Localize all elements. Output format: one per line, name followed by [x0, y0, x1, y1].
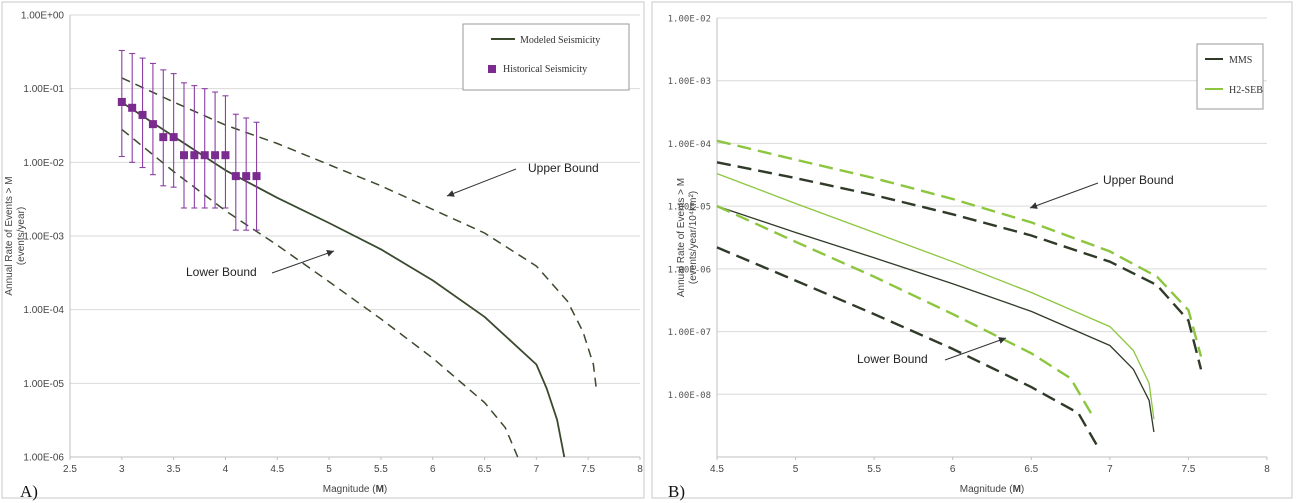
x-tick-label: 2.5	[63, 464, 77, 475]
x-tick-label: 7.5	[581, 464, 595, 475]
x-tick-label: 8	[637, 464, 643, 475]
y-tick-label: 1.00E-03	[23, 232, 64, 243]
y-axis-label-units: (events/year/10⁴km²)	[688, 191, 699, 284]
data-point	[221, 151, 230, 160]
x-axis-label-suffix: )	[384, 484, 387, 495]
y-tick-label: 1.00E-01	[23, 84, 64, 95]
panel-label: B)	[668, 482, 685, 501]
y-tick-label: 1.00E-03	[668, 77, 711, 87]
x-tick-label: 4	[223, 464, 229, 475]
legend-box	[462, 23, 630, 91]
bound-line	[121, 128, 519, 458]
bound-line	[716, 205, 1093, 414]
x-tick-label: 6.5	[1024, 464, 1038, 475]
y-tick-label: 1.00E-08	[668, 391, 711, 401]
y-tick-label: 1.00E-06	[668, 265, 711, 275]
data-point	[148, 120, 157, 129]
chart-a: 1.00E+00 1.00E-01 1.00E-02 1.00E-03 1.00E-04…	[1, 1, 645, 501]
data-point	[190, 151, 199, 160]
x-tick-label: 5	[326, 464, 332, 475]
legend: MMS H2-SEB	[1196, 43, 1264, 110]
x-tick-label: 7	[1107, 464, 1113, 475]
series-line-modeled-seismicity	[121, 101, 566, 458]
chart-border	[1, 1, 645, 499]
x-tick-label: 7.5	[1181, 464, 1195, 475]
arrow-head	[447, 190, 455, 197]
data-point	[252, 172, 261, 181]
data-point	[242, 172, 251, 181]
annotation-arrow	[1029, 182, 1099, 209]
arrow-head	[1030, 202, 1038, 209]
y-tick-label: 1.00E-04	[668, 140, 711, 150]
x-tick-label: 5.5	[374, 464, 388, 475]
x-axis-label-prefix: Magnitude (	[960, 484, 1013, 495]
chart-border	[651, 1, 1293, 499]
data-point	[117, 97, 126, 106]
x-axis-label: Magnitude (M)	[323, 484, 388, 495]
annotation-arrow	[271, 250, 335, 274]
annotation-arrow	[446, 168, 517, 197]
x-tick-label: 4.5	[270, 464, 284, 475]
data-point	[231, 172, 240, 181]
upper-bound-annotation: Upper Bound	[528, 161, 599, 175]
bound-line	[121, 77, 598, 391]
x-axis-label-bold: M	[376, 484, 384, 495]
legend: Modeled Seismicity Historical Seismicity	[462, 23, 630, 91]
legend-swatch	[488, 65, 496, 73]
y-tick-label: 1.00E-02	[23, 158, 64, 169]
x-tick-label: 6	[430, 464, 436, 475]
panel-label: A)	[20, 482, 38, 501]
upper-bound-annotation: Upper Bound	[1103, 173, 1174, 187]
bound-line	[716, 161, 1203, 370]
x-tick-label: 7	[534, 464, 540, 475]
data-point	[159, 133, 168, 142]
legend-box	[1196, 43, 1264, 110]
legend-label: Modeled Seismicity	[520, 35, 600, 46]
y-tick-label: 1.00E-07	[668, 328, 711, 338]
chart-b: 1.00E-02 1.00E-03 1.00E-04 1.00E-05 1.00E-06…	[651, 1, 1293, 501]
x-tick-label: 3	[119, 464, 125, 475]
x-axis-label: Magnitude (M)	[960, 484, 1025, 495]
y-axis-label-units: (events/year)	[16, 207, 27, 265]
y-tick-label: 1.00E-05	[668, 203, 711, 213]
arrow-head	[326, 250, 334, 257]
data-point	[211, 151, 220, 160]
x-tick-label: 6	[950, 464, 956, 475]
data-point	[169, 133, 178, 142]
arrow-head	[998, 337, 1006, 344]
data-point	[180, 151, 188, 160]
x-tick-label: 6.5	[478, 464, 492, 475]
lower-bound-annotation: Lower Bound	[857, 352, 928, 366]
lower-bound-annotation: Lower Bound	[186, 265, 257, 279]
y-tick-label: 1.00E-02	[668, 15, 711, 25]
legend-label: H2-SEB	[1229, 85, 1263, 96]
series-line-h2-seb	[716, 172, 1155, 420]
series-line-mms	[716, 205, 1155, 433]
bound-line	[716, 139, 1203, 357]
legend-label: MMS	[1229, 55, 1252, 66]
x-axis-label-prefix: Magnitude (	[323, 484, 376, 495]
y-tick-label: 1.00E-05	[23, 379, 64, 390]
data-point	[200, 151, 209, 160]
x-axis-label-bold: M	[1013, 484, 1021, 495]
x-tick-label: 4.5	[710, 464, 724, 475]
y-axis-label: Annual Rate of Events > M	[4, 176, 15, 295]
annotation-arrow	[944, 337, 1007, 361]
legend-label: Historical Seismicity	[503, 64, 587, 75]
x-tick-label: 8	[1264, 464, 1270, 475]
y-axis-label: Annual Rate of Events > M	[676, 178, 687, 297]
x-tick-label: 5	[793, 464, 799, 475]
x-axis-label-suffix: )	[1021, 484, 1024, 495]
x-tick-label: 3.5	[167, 464, 181, 475]
data-point	[128, 103, 137, 112]
x-tick-label: 5.5	[867, 464, 881, 475]
bound-line	[716, 246, 1099, 447]
y-tick-label: 1.00E-06	[23, 453, 64, 464]
y-tick-label: 1.00E-04	[23, 305, 64, 316]
data-point	[138, 110, 147, 119]
y-tick-label: 1.00E+00	[21, 11, 65, 22]
